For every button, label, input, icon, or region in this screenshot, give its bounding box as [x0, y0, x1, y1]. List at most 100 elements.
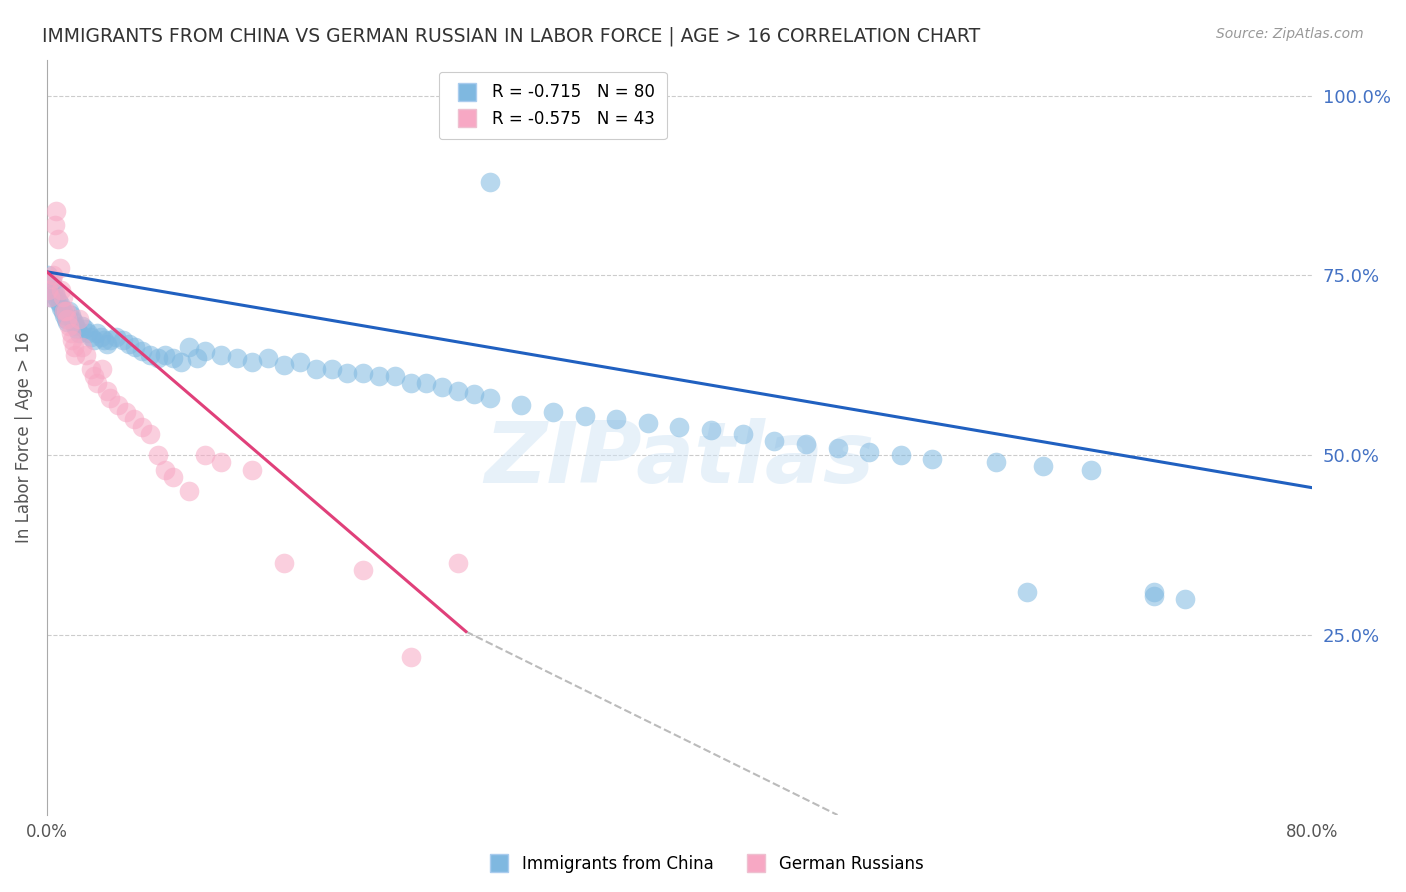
Point — [115, 405, 138, 419]
Point — [44, 286, 66, 301]
Point — [858, 444, 880, 458]
Point — [384, 369, 406, 384]
Point — [921, 451, 943, 466]
Point — [146, 351, 169, 366]
Point — [131, 419, 153, 434]
Point — [478, 175, 501, 189]
Point — [96, 336, 118, 351]
Point — [122, 412, 145, 426]
Point — [336, 366, 359, 380]
Y-axis label: In Labor Force | Age > 16: In Labor Force | Age > 16 — [15, 332, 32, 543]
Point — [478, 391, 501, 405]
Point — [700, 423, 723, 437]
Point — [209, 455, 232, 469]
Point — [83, 369, 105, 384]
Point — [98, 333, 121, 347]
Point — [242, 355, 264, 369]
Point — [53, 308, 76, 322]
Point — [90, 329, 112, 343]
Point — [155, 463, 177, 477]
Point — [77, 326, 100, 340]
Point — [55, 304, 77, 318]
Point — [162, 470, 184, 484]
Point — [62, 315, 84, 329]
Point — [41, 276, 63, 290]
Point — [763, 434, 786, 448]
Point — [124, 340, 146, 354]
Point — [49, 301, 72, 315]
Point — [86, 376, 108, 391]
Point — [170, 355, 193, 369]
Text: ZIPatlas: ZIPatlas — [484, 418, 875, 501]
Point — [60, 311, 83, 326]
Point — [288, 355, 311, 369]
Text: Source: ZipAtlas.com: Source: ZipAtlas.com — [1216, 27, 1364, 41]
Point — [194, 448, 217, 462]
Point — [984, 455, 1007, 469]
Point — [118, 336, 141, 351]
Point — [352, 563, 374, 577]
Point — [59, 308, 82, 322]
Point — [890, 448, 912, 462]
Point — [46, 293, 69, 308]
Point — [58, 304, 80, 318]
Point — [41, 272, 63, 286]
Point — [731, 426, 754, 441]
Point — [1032, 458, 1054, 473]
Point — [53, 304, 76, 318]
Point — [48, 297, 70, 311]
Point — [83, 333, 105, 347]
Point — [62, 340, 84, 354]
Point — [55, 311, 77, 326]
Point — [155, 347, 177, 361]
Point — [52, 290, 75, 304]
Point — [70, 318, 93, 333]
Point — [415, 376, 437, 391]
Point — [65, 318, 87, 333]
Point — [96, 384, 118, 398]
Point — [73, 322, 96, 336]
Point — [194, 343, 217, 358]
Point — [146, 448, 169, 462]
Point — [574, 409, 596, 423]
Point — [179, 484, 201, 499]
Point — [186, 351, 208, 366]
Point — [56, 315, 79, 329]
Point — [39, 290, 62, 304]
Point — [463, 387, 485, 401]
Point — [80, 329, 103, 343]
Point — [75, 347, 97, 361]
Point — [1143, 589, 1166, 603]
Point — [111, 333, 134, 347]
Text: IMMIGRANTS FROM CHINA VS GERMAN RUSSIAN IN LABOR FORCE | AGE > 16 CORRELATION CH: IMMIGRANTS FROM CHINA VS GERMAN RUSSIAN … — [42, 27, 980, 46]
Point — [45, 290, 67, 304]
Point — [794, 437, 817, 451]
Point — [447, 556, 470, 570]
Point — [273, 359, 295, 373]
Point — [399, 649, 422, 664]
Point — [80, 362, 103, 376]
Point — [138, 426, 160, 441]
Point — [138, 347, 160, 361]
Point — [827, 441, 849, 455]
Point — [105, 329, 128, 343]
Point — [399, 376, 422, 391]
Point — [447, 384, 470, 398]
Point — [1080, 463, 1102, 477]
Point — [273, 556, 295, 570]
Point — [1143, 585, 1166, 599]
Point — [45, 203, 67, 218]
Point — [179, 340, 201, 354]
Point — [42, 268, 65, 283]
Point — [107, 398, 129, 412]
Point — [39, 290, 62, 304]
Point — [59, 326, 82, 340]
Point — [162, 351, 184, 366]
Point — [1174, 592, 1197, 607]
Point — [510, 398, 533, 412]
Point — [225, 351, 247, 366]
Point — [637, 416, 659, 430]
Legend: Immigrants from China, German Russians: Immigrants from China, German Russians — [475, 848, 931, 880]
Point — [605, 412, 627, 426]
Point — [98, 391, 121, 405]
